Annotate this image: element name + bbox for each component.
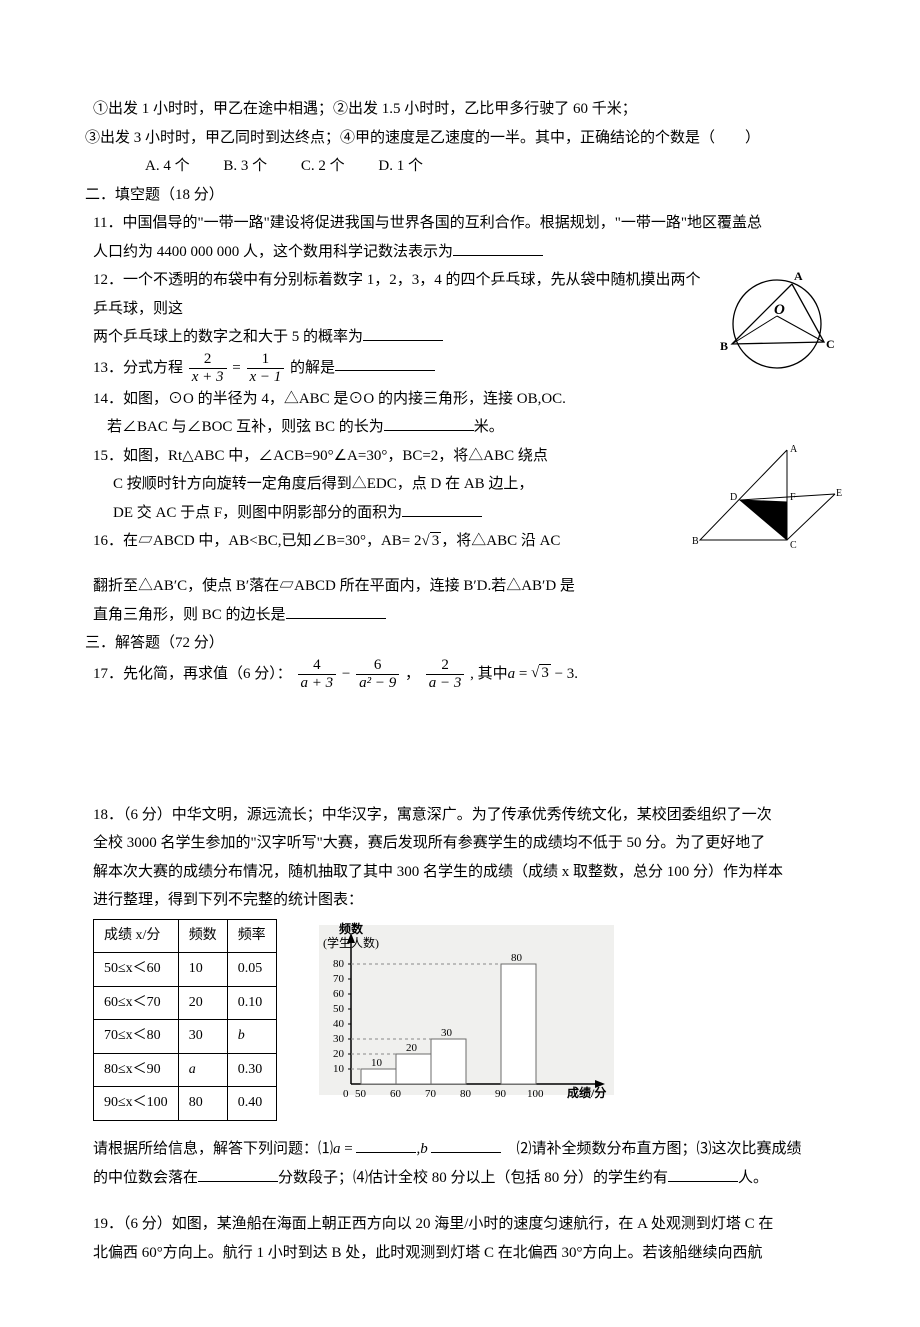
th-1: 频数 <box>178 919 227 953</box>
q17-frac3: 2a − 3 <box>426 658 465 691</box>
fig15-label-b: B <box>692 536 699 547</box>
section-2-heading: 二．填空题（18 分） <box>85 181 842 210</box>
q13-frac-rhs: 1 x − 1 <box>247 352 285 385</box>
svg-text:30: 30 <box>441 1027 453 1039</box>
q16-l3: 直角三角形，则 BC 的边长是 <box>85 601 842 630</box>
q16-sqrt: 3 <box>422 527 442 556</box>
svg-text:0: 0 <box>343 1088 349 1100</box>
fig14-label-c: C <box>826 337 835 351</box>
q18-table: 成绩 x/分 频数 频率 50≤x＜60100.05 60≤x＜70200.10… <box>93 919 277 1122</box>
q14-l2a: 若∠BAC 与∠BOC 互补，则弦 BC 的长为 <box>107 419 384 435</box>
q15-blank <box>402 502 482 517</box>
q17-sqrt: 3 <box>531 659 551 688</box>
q11-l2: 人口约为 4400 000 000 人，这个数用科学记数法表示为 <box>85 238 842 267</box>
svg-text:60: 60 <box>333 988 345 1000</box>
q11-blank <box>453 241 543 256</box>
fig14-label-o: O <box>774 302 785 318</box>
svg-text:30: 30 <box>333 1033 345 1045</box>
q11-l2-text: 人口约为 4400 000 000 人，这个数用科学记数法表示为 <box>93 244 453 260</box>
q18-l3: 解本次大赛的成绩分布情况，随机抽取了其中 300 名学生的成绩（成绩 x 取整数… <box>85 858 842 887</box>
q13-frac-lhs: 2 x + 3 <box>189 352 227 385</box>
svg-text:80: 80 <box>460 1088 472 1100</box>
q17-lead: 17．先化简，再求值（6 分）： <box>93 665 292 681</box>
fig15-label-f: F <box>790 492 796 503</box>
q13-blank <box>335 356 435 371</box>
q12-blank <box>363 326 443 341</box>
q19-l1: 19．（6 分）如图，某渔船在海面上朝正西方向以 20 海里/小时的速度匀速航行… <box>85 1210 842 1239</box>
svg-text:60: 60 <box>390 1088 402 1100</box>
q10-choice-b: B. 3 个 <box>223 152 267 181</box>
q18-ask-2: 的中位数会落在分数段子；⑷估计全校 80 分以上（包括 80 分）的学生约有人。 <box>85 1164 842 1193</box>
q16-l2: 翻折至△AB′C，使点 B′落在▱ABCD 所在平面内，连接 B′D.若△AB′… <box>85 572 842 601</box>
fig14-label-a: A <box>794 269 803 283</box>
q18-ask-1: 请根据所给信息，解答下列问题：⑴a = ,b ⑵请补全频数分布直方图；⑶这次比赛… <box>85 1135 842 1164</box>
svg-text:20: 20 <box>406 1042 418 1054</box>
fig15-label-c: C <box>790 540 797 551</box>
svg-text:50: 50 <box>333 1003 345 1015</box>
q18-l1: 18．（6 分）中华文明，源远流长；中华汉字，寓意深广。为了传承优秀传统文化，某… <box>85 801 842 830</box>
fig15-label-e: E <box>836 488 842 499</box>
q18-l2: 全校 3000 名学生参加的"汉字听写"大赛，赛后发现所有参赛学生的成绩均不低于… <box>85 829 842 858</box>
q16-l1a: 16．在▱ABCD 中，AB<BC,已知∠B=30°，AB= 2 <box>93 533 422 549</box>
q17-frac2: 6a² − 9 <box>356 658 399 691</box>
fig15-label-d: D <box>730 492 737 503</box>
q15-l3-text: DE 交 AC 于点 F，则图中阴影部分的面积为 <box>113 505 402 521</box>
q19-l2: 北偏西 60°方向上。航行 1 小时到达 B 处，此时观测到灯塔 C 在北偏西 … <box>85 1239 842 1268</box>
q13-lead: 13．分式方程 <box>93 359 183 375</box>
q18-histogram: 频数 (学生人数) 10 20 30 40 50 60 70 80 <box>289 919 619 1115</box>
q12-l2-text: 两个乒乓球上的数字之和大于 5 的概率为 <box>93 329 363 345</box>
svg-text:70: 70 <box>333 973 345 985</box>
fig15-label-a: A <box>790 444 798 455</box>
th-0: 成绩 x/分 <box>94 919 179 953</box>
q14-l2: 若∠BAC 与∠BOC 互补，则弦 BC 的长为 米。 <box>85 413 842 442</box>
table-row: 80≤x＜90a0.30 <box>94 1053 277 1087</box>
figure-q15: A B C D E F <box>692 442 842 573</box>
hist-xlabel: 成绩/分 <box>567 1085 606 1100</box>
table-row: 50≤x＜60100.05 <box>94 953 277 987</box>
q10-stmt-2: ③出发 3 小时时，甲乙同时到达终点；④甲的速度是乙速度的一半。其中，正确结论的… <box>85 124 842 153</box>
svg-text:20: 20 <box>333 1048 345 1060</box>
svg-text:90: 90 <box>495 1088 507 1100</box>
q14-l1: 14．如图，⊙O 的半径为 4，△ABC 是⊙O 的内接三角形，连接 OB,OC… <box>85 385 842 414</box>
section-3-heading: 三．解答题（72 分） <box>85 629 842 658</box>
q18-row: 成绩 x/分 频数 频率 50≤x＜60100.05 60≤x＜70200.10… <box>85 919 842 1122</box>
q10-choices: A. 4 个 B. 3 个 C. 2 个 D. 1 个 <box>85 152 842 181</box>
q13-tail: 的解是 <box>290 359 335 375</box>
q10-choice-c: C. 2 个 <box>301 152 345 181</box>
q18-blank-a <box>356 1138 416 1153</box>
q14-l2b: 米。 <box>474 419 504 435</box>
svg-text:10: 10 <box>333 1063 345 1075</box>
svg-text:80: 80 <box>333 958 345 970</box>
q16-l3-text: 直角三角形，则 BC 的边长是 <box>93 607 286 623</box>
svg-text:40: 40 <box>333 1018 345 1030</box>
table-row: 70≤x＜8030b <box>94 1020 277 1054</box>
table-header-row: 成绩 x/分 频数 频率 <box>94 919 277 953</box>
table-row: 60≤x＜70200.10 <box>94 986 277 1020</box>
q10-choice-d: D. 1 个 <box>378 152 423 181</box>
q10-choice-a: A. 4 个 <box>145 152 190 181</box>
table-row: 90≤x＜100800.40 <box>94 1087 277 1121</box>
svg-text:70: 70 <box>425 1088 437 1100</box>
svg-text:50: 50 <box>355 1088 367 1100</box>
svg-text:10: 10 <box>371 1057 383 1069</box>
svg-text:100: 100 <box>527 1088 544 1100</box>
q10-stmt-1: ①出发 1 小时时，甲乙在途中相遇；②出发 1.5 小时时，乙比甲多行驶了 60… <box>85 95 842 124</box>
q18-blank-c <box>198 1167 278 1182</box>
q17-frac1: 4a + 3 <box>298 658 337 691</box>
svg-text:80: 80 <box>511 952 523 964</box>
q17-taila: , 其中 <box>470 665 508 681</box>
figure-q14: A B C O <box>712 266 842 387</box>
q17: 17．先化简，再求值（6 分）： 4a + 3 − 6a² − 9 ， 2a −… <box>85 658 842 691</box>
q16-blank <box>286 604 386 619</box>
q16-l1b: ，将△ABC 沿 AC <box>441 533 560 549</box>
hist-ylabel1: 频数 <box>339 921 364 936</box>
th-2: 频率 <box>227 919 276 953</box>
q18-blank-b <box>431 1138 501 1153</box>
q11-l1: 11．中国倡导的"一带一路"建设将促进我国与世界各国的互利合作。根据规划，"一带… <box>85 209 842 238</box>
q18-l4: 进行整理，得到下列不完整的统计图表： <box>85 886 842 915</box>
q14-blank <box>384 416 474 431</box>
q18-blank-d <box>668 1167 738 1182</box>
fig14-label-b: B <box>720 339 728 353</box>
